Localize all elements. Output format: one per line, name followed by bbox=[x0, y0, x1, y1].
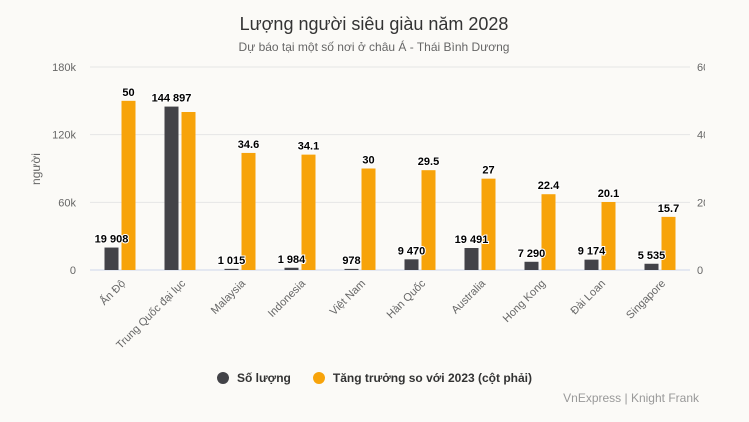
data-label: 34.6 bbox=[238, 139, 259, 151]
bar-count bbox=[104, 247, 119, 270]
data-label: 50 bbox=[122, 87, 134, 99]
bar-growth bbox=[121, 100, 136, 270]
bar-count bbox=[284, 267, 299, 270]
bar-growth bbox=[241, 152, 256, 270]
legend-marker-icon bbox=[312, 372, 325, 384]
bar-growth bbox=[661, 216, 676, 270]
data-label: 5 535 bbox=[638, 250, 666, 262]
y-tick-label: 180k bbox=[52, 62, 76, 74]
x-tick-label: Malaysia bbox=[209, 277, 249, 317]
bar-growth bbox=[541, 194, 556, 270]
data-label: 20.1 bbox=[598, 188, 619, 200]
bar-count bbox=[224, 268, 239, 270]
legend-label: Số lượng bbox=[236, 371, 291, 385]
chart: Lượng người siêu giàu năm 2028 Dự báo tạ… bbox=[29, 14, 711, 352]
data-label: 19 491 bbox=[455, 234, 489, 246]
legend-item-growth[interactable]: Tăng trưởng so với 2023 (cột phải) bbox=[312, 371, 532, 385]
data-label: 9 470 bbox=[398, 245, 426, 257]
data-label: 15.7 bbox=[658, 203, 679, 215]
legend-marker-icon bbox=[216, 372, 229, 384]
data-label: 19 908 bbox=[95, 234, 129, 246]
y-axis-right-label: % bbox=[697, 164, 711, 175]
x-tick-label: Indonesia bbox=[266, 277, 309, 320]
x-tick-label: Australia bbox=[449, 277, 488, 316]
y-right-tick-label: 40 bbox=[697, 130, 709, 142]
bar-growth bbox=[481, 178, 496, 270]
data-label: 1 015 bbox=[218, 255, 246, 267]
bar-count bbox=[524, 261, 539, 270]
bar-growth bbox=[301, 154, 316, 270]
y-tick-label: 120k bbox=[52, 130, 76, 142]
data-label: 9 174 bbox=[578, 246, 606, 258]
bar-count bbox=[584, 259, 599, 270]
data-label: 34.1 bbox=[298, 141, 319, 153]
data-label: 144 897 bbox=[152, 93, 192, 105]
bar-growth bbox=[601, 201, 616, 270]
credit: VnExpress | Knight Frank bbox=[563, 391, 699, 405]
x-tick-label: Singapore bbox=[624, 278, 668, 322]
legend-item-count[interactable]: Số lượng bbox=[216, 371, 291, 385]
y-right-tick-label: 60 bbox=[697, 62, 709, 74]
x-tick-label: Ấn Độ bbox=[97, 277, 128, 308]
bar-count bbox=[644, 263, 659, 270]
y-tick-label: 60k bbox=[58, 197, 76, 209]
y-axis-label: người bbox=[29, 153, 43, 185]
bar-count bbox=[344, 268, 359, 270]
y-right-tick-label: 0 bbox=[697, 265, 703, 277]
y-tick-label: 0 bbox=[70, 265, 76, 277]
x-tick-label: Đài Loan bbox=[568, 278, 608, 318]
bar-growth bbox=[181, 111, 196, 270]
data-label: 29.5 bbox=[418, 156, 439, 168]
chart-subtitle: Dự báo tại một số nơi ở châu Á - Thái Bì… bbox=[239, 39, 510, 54]
legend: Số lượng Tăng trưởng so với 2023 (cột ph… bbox=[0, 371, 749, 385]
y-right-tick-label: 20 bbox=[697, 197, 709, 209]
legend-label: Tăng trưởng so với 2023 (cột phải) bbox=[332, 371, 532, 385]
bar-growth bbox=[361, 168, 376, 270]
data-label: 22.4 bbox=[538, 180, 560, 192]
bar-count bbox=[464, 248, 479, 270]
data-label: 7 290 bbox=[518, 248, 546, 260]
data-label: 978 bbox=[342, 255, 360, 267]
data-label: 27 bbox=[482, 165, 494, 177]
x-tick-label: Hong Kong bbox=[501, 278, 548, 325]
bar-growth bbox=[421, 170, 436, 270]
data-label: 30 bbox=[362, 155, 374, 167]
data-label: 1 984 bbox=[278, 254, 306, 266]
bar-count bbox=[404, 259, 419, 270]
bar-count bbox=[164, 106, 179, 271]
x-tick-label: Việt Nam bbox=[328, 278, 368, 318]
chart-title: Lượng người siêu giàu năm 2028 bbox=[240, 14, 509, 34]
x-tick-label: Hàn Quốc bbox=[385, 277, 429, 321]
